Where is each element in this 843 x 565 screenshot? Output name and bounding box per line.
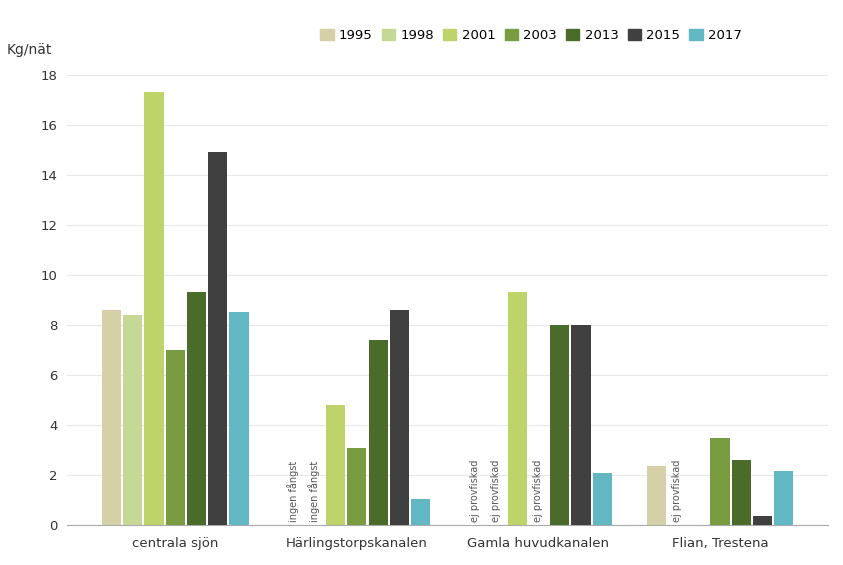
Bar — [593, 473, 612, 525]
Bar — [389, 310, 409, 525]
Bar — [774, 471, 793, 525]
Bar — [647, 466, 666, 525]
Bar — [229, 312, 249, 525]
Bar — [507, 293, 527, 525]
Bar — [753, 516, 772, 525]
Bar — [144, 92, 164, 525]
Text: ej provfiskad: ej provfiskad — [470, 460, 480, 522]
Bar — [347, 447, 367, 525]
Bar — [368, 340, 388, 525]
Bar — [102, 310, 121, 525]
Text: ej provfiskad: ej provfiskad — [673, 460, 683, 522]
Bar — [166, 350, 185, 525]
Bar — [187, 293, 206, 525]
Bar — [550, 325, 569, 525]
Bar — [326, 405, 345, 525]
Text: ingen fångst: ingen fångst — [287, 461, 299, 522]
Bar — [411, 499, 430, 525]
Bar — [208, 152, 228, 525]
Text: ej provfiskad: ej provfiskad — [491, 460, 501, 522]
Bar — [711, 437, 729, 525]
Text: Kg/nät: Kg/nät — [7, 42, 51, 57]
Text: ej provfiskad: ej provfiskad — [534, 460, 544, 522]
Bar — [572, 325, 591, 525]
Text: ingen fångst: ingen fångst — [309, 461, 320, 522]
Bar — [123, 315, 142, 525]
Bar — [732, 460, 751, 525]
Legend: 1995, 1998, 2001, 2003, 2013, 2015, 2017: 1995, 1998, 2001, 2003, 2013, 2015, 2017 — [315, 24, 747, 47]
